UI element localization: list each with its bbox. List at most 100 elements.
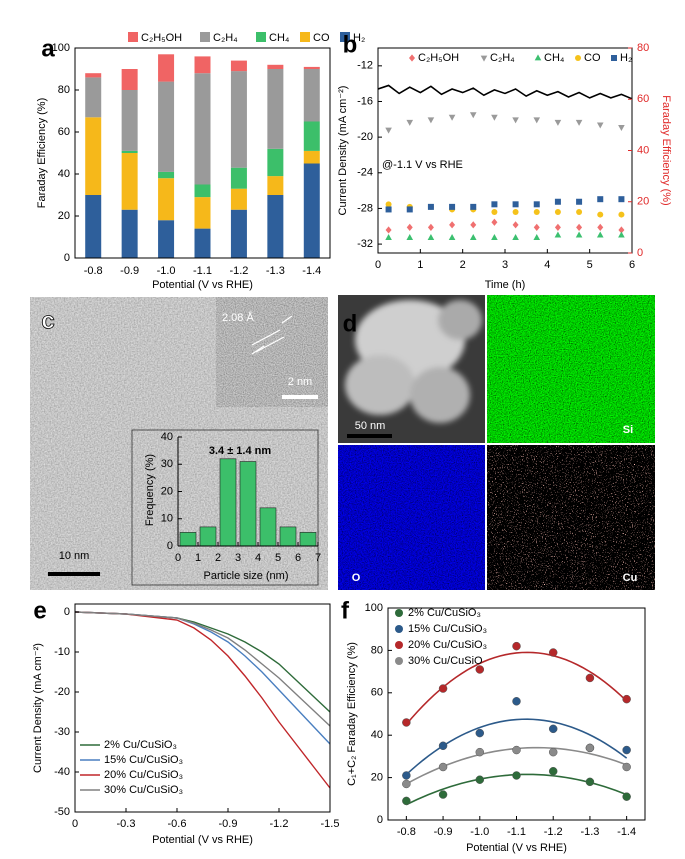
panel-letter: e — [33, 597, 46, 624]
x-tick-label: -0.8 — [397, 826, 416, 838]
marker — [554, 119, 562, 126]
marker — [533, 209, 540, 215]
y-tick-label: 40 — [371, 729, 383, 741]
bar-segment — [267, 69, 284, 149]
y-tick-label: 100 — [52, 42, 70, 54]
x-tick-label: -1.3 — [580, 826, 599, 838]
axis-label: Potential (V vs RHE) — [152, 834, 253, 846]
plot-frame — [74, 47, 331, 259]
x-tick-label: -1.3 — [266, 265, 285, 277]
marker — [512, 697, 521, 706]
axis-label: C₁+C₂ Faraday Efficiency (%) — [346, 642, 358, 786]
hrtem-inset — [216, 297, 328, 407]
bar-segment — [158, 220, 175, 258]
curve — [74, 611, 331, 789]
marker — [449, 203, 456, 210]
marker — [611, 55, 617, 61]
marker — [575, 231, 583, 238]
marker — [409, 54, 415, 62]
marker — [554, 198, 561, 205]
marker — [512, 201, 519, 208]
marker — [385, 226, 392, 234]
bar-segment — [121, 69, 138, 90]
x-tick-label: 0 — [72, 818, 78, 830]
si-map — [487, 295, 655, 443]
o-map — [338, 445, 485, 590]
x-tick-label: -1.5 — [321, 818, 340, 830]
y-tick-label: 0 — [64, 252, 70, 264]
hist-bar — [199, 526, 217, 547]
x-tick-label: -1.4 — [302, 265, 321, 277]
y-tick-label: 40 — [58, 168, 70, 180]
marker — [448, 114, 456, 121]
legend-label: 20% Cu/CuSiO₃ — [104, 769, 183, 781]
x-tick-label: 4 — [544, 259, 550, 271]
marker — [554, 209, 561, 215]
legend-label: CO — [313, 32, 330, 44]
y-tick-label: -24 — [357, 167, 373, 179]
bar-segment — [303, 69, 320, 122]
hist-bar — [179, 532, 197, 547]
x-tick-label: -0.9 — [219, 818, 238, 830]
marker — [575, 119, 583, 126]
plot-frame — [74, 603, 331, 813]
legend-swatch — [128, 32, 138, 42]
marker — [406, 234, 414, 241]
marker — [576, 223, 583, 231]
y-tick-label: 10 — [161, 513, 173, 525]
marker — [385, 127, 392, 134]
legend-label: 2% Cu/CuSiO₃ — [104, 739, 177, 751]
y-tick-label: 20 — [161, 485, 173, 497]
x-tick-label: -0.6 — [168, 818, 187, 830]
x-tick-label: -1.0 — [157, 265, 176, 277]
bar-segment — [194, 73, 211, 185]
plot-frame — [377, 47, 633, 254]
x-tick-label: -1.1 — [193, 265, 212, 277]
bar-segment — [230, 71, 247, 168]
marker — [596, 122, 604, 129]
marker — [597, 223, 604, 231]
marker — [402, 796, 411, 806]
axis-label: Faraday Efficiency (%) — [36, 98, 48, 208]
y-tick-label: 30 — [161, 458, 173, 470]
x-tick-label: 3 — [502, 259, 508, 271]
marker — [548, 766, 558, 776]
marker — [406, 223, 413, 231]
y-tick-label: 60 — [58, 126, 70, 138]
marker — [618, 231, 625, 238]
y-tick-label: 80 — [58, 84, 70, 96]
bar-segment — [194, 228, 211, 258]
marker — [491, 201, 498, 208]
marker — [512, 117, 519, 124]
y-tick-label: 0 — [377, 814, 383, 826]
inset-frame — [131, 429, 319, 586]
marker — [622, 792, 631, 801]
current-line — [377, 84, 633, 100]
curve — [74, 611, 331, 727]
bar-segment — [85, 117, 102, 195]
legend-swatch — [200, 32, 210, 42]
legend-label: CH₄ — [269, 32, 290, 44]
bar-segment — [85, 195, 102, 258]
marker — [618, 226, 625, 234]
scale-label: 50 nm — [355, 420, 386, 432]
y-tick-label: 20 — [58, 210, 70, 222]
bar-segment — [230, 188, 247, 210]
bar-segment — [230, 209, 247, 258]
x-tick-label: -1.2 — [270, 818, 289, 830]
x-tick-label: -1.2 — [544, 826, 563, 838]
marker — [385, 201, 392, 208]
marker — [548, 648, 558, 657]
y-tick-label: -10 — [54, 646, 70, 658]
marker — [491, 234, 498, 241]
marker — [585, 673, 595, 683]
legend-marker — [395, 609, 403, 617]
marker — [385, 234, 392, 241]
y-tick-label: 60 — [637, 93, 649, 105]
marker — [512, 641, 521, 651]
legend-label: 15% Cu/CuSiO₃ — [104, 754, 183, 766]
marker — [491, 209, 498, 215]
y-tick-label: -28 — [357, 202, 373, 214]
x-tick-label: 5 — [587, 259, 593, 271]
